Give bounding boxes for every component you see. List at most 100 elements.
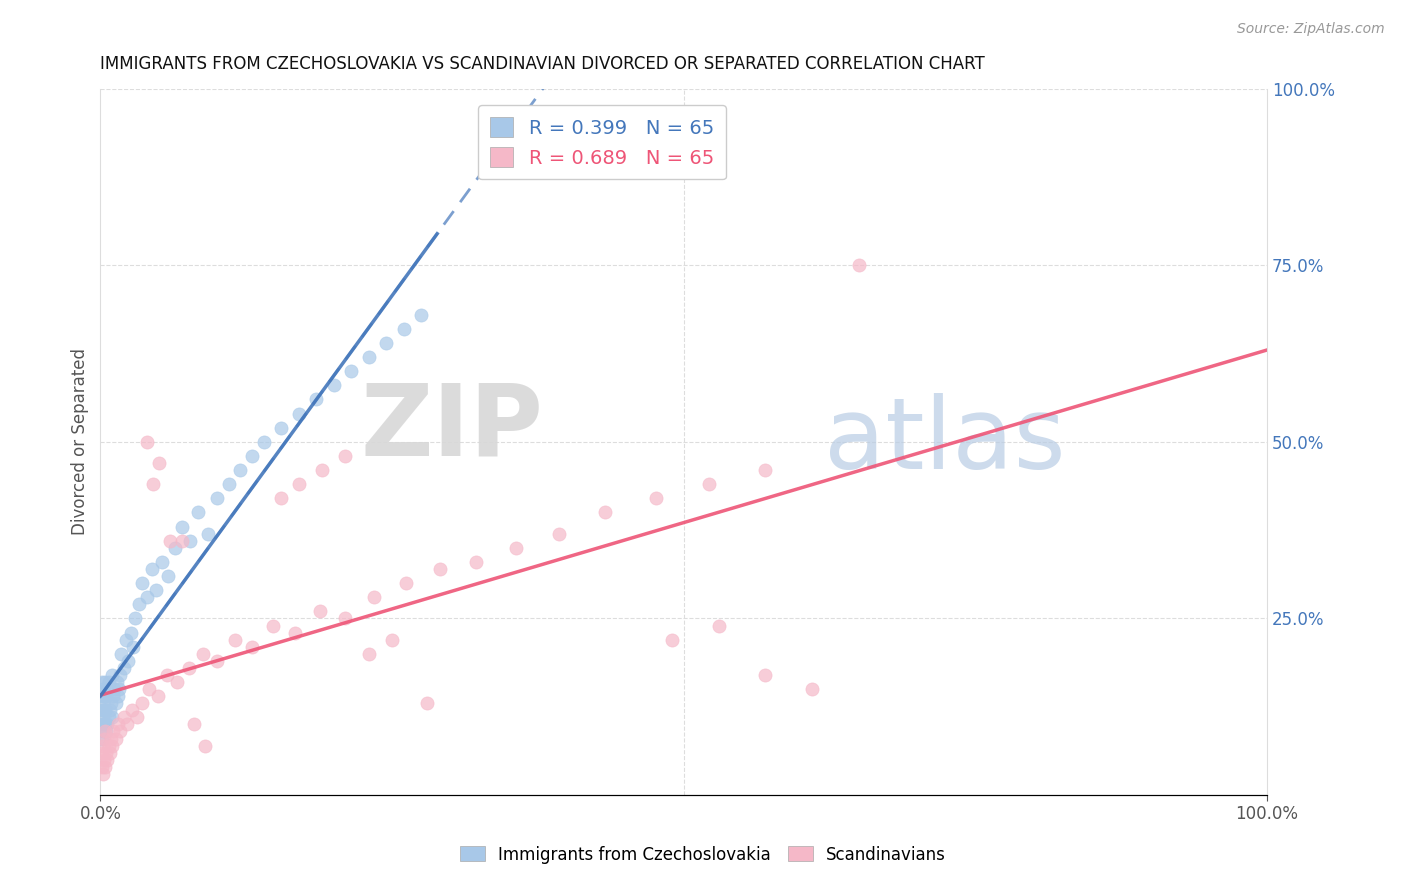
Point	[112, 661, 135, 675]
Text: Source: ZipAtlas.com: Source: ZipAtlas.com	[1237, 22, 1385, 37]
Point	[91, 724, 114, 739]
Point	[194, 739, 217, 753]
Point	[416, 696, 439, 710]
Point	[97, 675, 120, 690]
Point	[170, 519, 193, 533]
Point	[311, 463, 333, 477]
Y-axis label: Divorced or Separated: Divorced or Separated	[72, 348, 89, 535]
Point	[90, 675, 112, 690]
Point	[335, 449, 357, 463]
Point	[754, 463, 776, 477]
Point	[429, 562, 451, 576]
Point	[287, 477, 309, 491]
Point	[547, 526, 569, 541]
Text: atlas: atlas	[824, 393, 1066, 491]
Point	[115, 632, 138, 647]
Point	[270, 491, 292, 506]
Point	[340, 364, 363, 378]
Point	[392, 322, 415, 336]
Point	[707, 618, 730, 632]
Point	[96, 746, 118, 760]
Point	[136, 591, 159, 605]
Point	[91, 696, 114, 710]
Point	[101, 710, 124, 724]
Point	[121, 703, 143, 717]
Point	[287, 407, 309, 421]
Point	[108, 724, 131, 739]
Point	[136, 434, 159, 449]
Point	[150, 555, 173, 569]
Point	[224, 632, 246, 647]
Text: IMMIGRANTS FROM CZECHOSLOVAKIA VS SCANDINAVIAN DIVORCED OR SEPARATED CORRELATION: IMMIGRANTS FROM CZECHOSLOVAKIA VS SCANDI…	[100, 55, 986, 73]
Point	[146, 689, 169, 703]
Point	[90, 760, 112, 774]
Point	[128, 597, 150, 611]
Point	[141, 562, 163, 576]
Point	[375, 335, 398, 350]
Point	[93, 731, 115, 746]
Point	[156, 569, 179, 583]
Point	[240, 449, 263, 463]
Point	[848, 258, 870, 272]
Point	[191, 647, 214, 661]
Point	[96, 689, 118, 703]
Point	[187, 506, 209, 520]
Point	[96, 724, 118, 739]
Point	[93, 753, 115, 767]
Point	[90, 689, 112, 703]
Point	[100, 696, 122, 710]
Point	[253, 434, 276, 449]
Point	[322, 378, 344, 392]
Point	[697, 477, 720, 491]
Point	[179, 533, 201, 548]
Point	[142, 477, 165, 491]
Point	[131, 696, 153, 710]
Point	[90, 703, 112, 717]
Point	[93, 703, 115, 717]
Point	[107, 717, 129, 731]
Point	[115, 717, 138, 731]
Point	[166, 675, 188, 690]
Point	[177, 661, 200, 675]
Point	[170, 533, 193, 548]
Point	[100, 731, 122, 746]
Point	[644, 491, 666, 506]
Point	[104, 696, 127, 710]
Point	[91, 682, 114, 697]
Point	[91, 767, 114, 781]
Point	[97, 710, 120, 724]
Point	[465, 555, 488, 569]
Point	[117, 654, 139, 668]
Point	[90, 717, 112, 731]
Point	[120, 625, 142, 640]
Point	[357, 350, 380, 364]
Point	[124, 611, 146, 625]
Point	[97, 739, 120, 753]
Point	[122, 640, 145, 654]
Legend: Immigrants from Czechoslovakia, Scandinavians: Immigrants from Czechoslovakia, Scandina…	[453, 839, 953, 871]
Point	[305, 392, 328, 407]
Point	[138, 682, 160, 697]
Point	[183, 717, 205, 731]
Point	[308, 604, 330, 618]
Point	[112, 710, 135, 724]
Point	[411, 308, 433, 322]
Point	[110, 647, 132, 661]
Point	[108, 668, 131, 682]
Point	[98, 746, 121, 760]
Point	[91, 739, 114, 753]
Point	[595, 506, 617, 520]
Point	[96, 753, 118, 767]
Point	[125, 710, 148, 724]
Point	[93, 717, 115, 731]
Point	[98, 703, 121, 717]
Point	[357, 647, 380, 661]
Text: ZIP: ZIP	[361, 379, 544, 476]
Point	[94, 724, 117, 739]
Point	[270, 420, 292, 434]
Point	[240, 640, 263, 654]
Point	[90, 731, 112, 746]
Point	[101, 668, 124, 682]
Point	[205, 654, 228, 668]
Point	[131, 576, 153, 591]
